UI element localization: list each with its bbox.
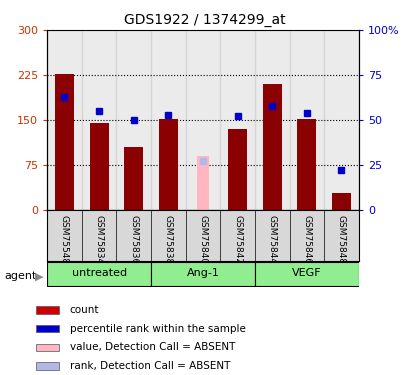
Text: GSM75834: GSM75834 xyxy=(94,215,103,264)
Bar xyxy=(254,262,358,286)
Text: GSM75836: GSM75836 xyxy=(129,215,138,264)
Text: agent: agent xyxy=(4,272,36,281)
Bar xyxy=(47,30,81,210)
Bar xyxy=(158,119,178,210)
Bar xyxy=(47,262,151,286)
Text: rank, Detection Call = ABSENT: rank, Detection Call = ABSENT xyxy=(70,362,229,371)
Bar xyxy=(36,325,58,333)
Bar xyxy=(124,147,143,210)
Bar xyxy=(227,129,247,210)
Bar xyxy=(197,156,208,210)
Text: VEGF: VEGF xyxy=(291,268,321,278)
Text: GSM75548: GSM75548 xyxy=(60,215,69,264)
Text: GSM75842: GSM75842 xyxy=(232,215,241,264)
Bar xyxy=(262,84,281,210)
Text: value, Detection Call = ABSENT: value, Detection Call = ABSENT xyxy=(70,342,234,352)
Text: GSM75844: GSM75844 xyxy=(267,215,276,264)
Bar xyxy=(36,306,58,314)
Text: GSM75840: GSM75840 xyxy=(198,215,207,264)
Bar xyxy=(36,362,58,370)
Text: GSM75838: GSM75838 xyxy=(164,215,173,264)
Bar xyxy=(220,30,254,210)
Bar xyxy=(331,193,350,210)
Text: ▶: ▶ xyxy=(35,272,43,281)
Bar xyxy=(254,30,289,210)
Text: GDS1922 / 1374299_at: GDS1922 / 1374299_at xyxy=(124,13,285,27)
Text: GSM75846: GSM75846 xyxy=(301,215,310,264)
Text: count: count xyxy=(70,304,99,315)
Text: Ang-1: Ang-1 xyxy=(186,268,219,278)
Text: percentile rank within the sample: percentile rank within the sample xyxy=(70,324,245,333)
Text: untreated: untreated xyxy=(71,268,126,278)
Bar xyxy=(116,30,151,210)
Bar xyxy=(89,123,108,210)
Bar xyxy=(297,119,316,210)
Bar xyxy=(185,30,220,210)
Bar xyxy=(151,262,254,286)
Text: GSM75848: GSM75848 xyxy=(336,215,345,264)
Bar xyxy=(151,30,185,210)
Bar xyxy=(81,30,116,210)
Bar xyxy=(324,30,358,210)
Bar xyxy=(36,344,58,351)
Bar xyxy=(55,74,74,210)
Bar xyxy=(289,30,324,210)
